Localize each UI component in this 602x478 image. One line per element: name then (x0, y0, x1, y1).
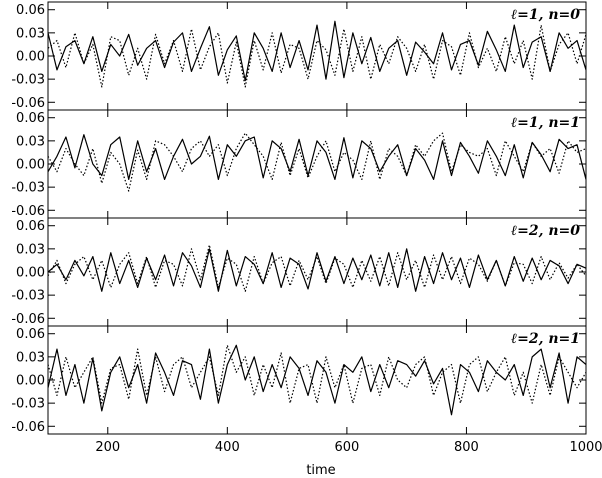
y-tick-label: 0.06 (16, 111, 45, 126)
y-tick-label: -0.03 (11, 397, 45, 412)
panel-frame (47, 325, 587, 435)
y-tick-label: -0.06 (11, 96, 45, 111)
series-line-dotted (48, 132, 586, 192)
series-line-solid (48, 248, 586, 292)
panel-frame (47, 1, 587, 111)
panel-label: ℓ=1, n=1 (511, 115, 580, 131)
series-line-dotted (48, 244, 586, 292)
panel-4: -0.06 -0.03 0.00 0.03 0.06 ℓ=2, n=1 (11, 325, 587, 435)
y-tick-label: 0.03 (16, 350, 45, 365)
series-line-solid (48, 20, 586, 82)
series-line-dotted (48, 24, 586, 88)
y-tick-label: 0.00 (16, 50, 45, 65)
panel-3: -0.06 -0.03 0.00 0.03 0.06 ℓ=2, n=0 (11, 217, 587, 327)
series-line-solid (48, 134, 586, 181)
panel-2: -0.06 -0.03 0.00 0.03 0.06 ℓ=1, n=1 (11, 109, 587, 219)
panel-label: ℓ=1, n=0 (511, 7, 580, 23)
panel-frame (47, 217, 587, 327)
x-tick-label: 400 (215, 440, 240, 455)
y-tick-label: -0.03 (11, 181, 45, 196)
y-tick-label: 0.03 (16, 134, 45, 149)
y-tick-label: 0.00 (16, 374, 45, 389)
x-tick-label: 800 (454, 440, 479, 455)
x-axis-label: time (306, 463, 335, 478)
y-tick-label: 0.00 (16, 158, 45, 173)
x-tick-label: 1000 (569, 440, 602, 455)
panel-1: -0.06 -0.03 0.00 0.03 0.06 ℓ=1, n=0 (11, 1, 587, 111)
y-tick-label: -0.06 (11, 420, 45, 435)
y-tick-label: 0.00 (16, 266, 45, 281)
y-tick-label: 0.03 (16, 242, 45, 257)
x-tick-labels: 200 400 600 800 1000 (95, 440, 602, 455)
x-tick-label: 600 (334, 440, 359, 455)
panels: -0.06 -0.03 0.00 0.03 0.06 ℓ=1, n=0 -0.06 -0.03… (11, 1, 587, 435)
y-tick-label: -0.03 (11, 289, 45, 304)
y-tick-label: -0.06 (11, 204, 45, 219)
y-tick-label: 0.03 (16, 26, 45, 41)
series-line-solid (48, 344, 586, 416)
x-tick-label: 200 (95, 440, 120, 455)
panel-label: ℓ=2, n=1 (511, 331, 580, 347)
y-tick-label: 0.06 (16, 219, 45, 234)
y-tick-label: -0.03 (11, 73, 45, 88)
y-tick-label: -0.06 (11, 312, 45, 327)
panel-frame (47, 109, 587, 219)
y-tick-label: 0.06 (16, 327, 45, 342)
y-tick-label: 0.06 (16, 3, 45, 18)
series-line-dotted (48, 344, 586, 404)
panel-label: ℓ=2, n=0 (511, 223, 580, 239)
